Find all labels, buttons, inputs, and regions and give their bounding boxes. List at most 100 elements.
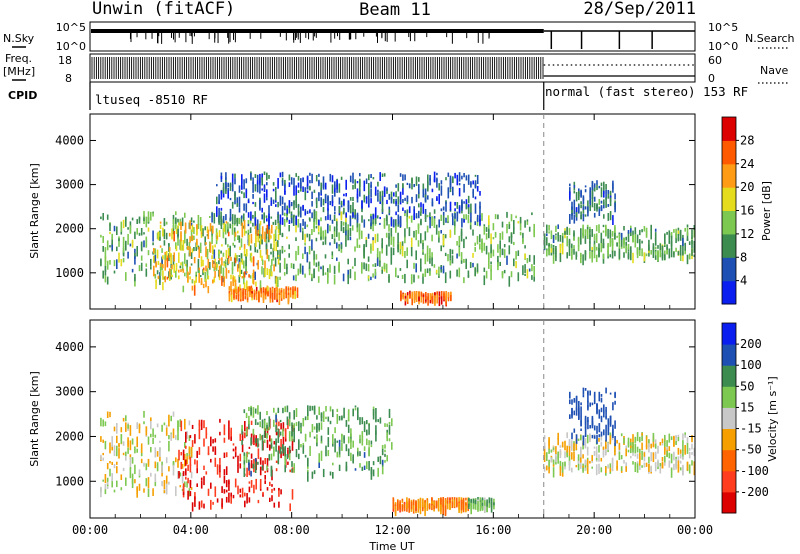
range-gate-cell — [675, 228, 677, 239]
range-gate-cell — [278, 294, 281, 305]
range-gate-cell — [533, 255, 535, 265]
range-gate-cell — [261, 434, 264, 442]
range-gate-cell — [308, 261, 311, 271]
range-gate-cell — [426, 252, 429, 262]
range-gate-cell — [543, 435, 546, 440]
range-gate-cell — [596, 425, 598, 434]
range-gate-cell — [175, 270, 177, 278]
range-gate-cell — [395, 225, 397, 233]
range-gate-cell — [315, 197, 318, 209]
range-gate-cell — [228, 420, 230, 431]
range-gate-cell — [241, 436, 244, 441]
range-gate-cell — [349, 204, 352, 214]
range-gate-cell — [354, 257, 356, 267]
range-gate-cell — [250, 233, 253, 244]
range-gate-cell — [399, 241, 402, 250]
freq-label-line1: Freq. — [5, 52, 32, 65]
range-gate-cell — [433, 209, 436, 214]
range-gate-cell — [152, 212, 154, 217]
range-gate-cell — [318, 406, 320, 416]
range-gate-cell — [188, 446, 191, 454]
range-gate-cell — [465, 501, 467, 513]
range-gate-cell — [334, 190, 336, 197]
range-gate-cell — [596, 434, 598, 444]
range-gate-cell — [147, 227, 150, 232]
range-gate-cell — [247, 200, 250, 204]
range-gate-cell — [243, 464, 246, 471]
range-gate-cell — [675, 441, 677, 445]
range-gate-cell — [548, 448, 550, 454]
range-gate-cell — [363, 428, 366, 433]
range-gate-cell — [368, 219, 370, 222]
range-gate-cell — [582, 394, 585, 398]
range-gate-cell — [399, 244, 402, 255]
range-gate-cell — [329, 242, 331, 246]
range-gate-cell — [476, 235, 479, 245]
power-ylabel: Slant Range [km] — [28, 163, 41, 259]
range-gate-cell — [189, 435, 192, 439]
range-gate-cell — [573, 214, 576, 224]
range-gate-cell — [332, 442, 334, 447]
range-gate-cell — [600, 397, 603, 403]
nave-label: Nave — [760, 64, 788, 77]
range-gate-cell — [654, 251, 657, 256]
range-gate-cell — [645, 230, 648, 238]
range-gate-cell — [587, 206, 589, 217]
range-gate-cell — [186, 431, 188, 439]
range-gate-cell — [582, 254, 584, 266]
range-gate-cell — [374, 234, 377, 244]
range-gate-cell — [274, 219, 277, 226]
range-gate-cell — [584, 464, 587, 471]
range-gate-cell — [134, 256, 136, 265]
range-gate-cell — [210, 436, 212, 447]
range-gate-cell — [248, 452, 250, 455]
range-gate-cell — [262, 491, 264, 495]
range-gate-cell — [693, 226, 696, 238]
range-gate-cell — [595, 225, 598, 232]
range-gate-cell — [311, 405, 314, 411]
range-gate-cell — [257, 438, 259, 448]
range-gate-cell — [264, 267, 266, 277]
range-gate-cell — [254, 174, 257, 178]
range-gate-cell — [442, 215, 445, 226]
range-gate-cell — [259, 183, 261, 194]
range-gate-cell — [593, 450, 596, 456]
range-gate-cell — [376, 247, 379, 257]
range-gate-cell — [236, 197, 239, 206]
range-gate-cell — [106, 214, 109, 220]
range-gate-cell — [273, 243, 275, 251]
range-gate-cell — [244, 492, 246, 497]
range-gate-cell — [386, 189, 388, 194]
range-gate-cell — [375, 412, 377, 421]
range-gate-cell — [363, 262, 365, 270]
range-gate-cell — [229, 223, 231, 229]
range-gate-cell — [550, 248, 553, 253]
range-gate-cell — [497, 244, 499, 253]
range-gate-cell — [548, 246, 550, 255]
range-gate-cell — [293, 214, 295, 218]
range-gate-cell — [134, 276, 136, 287]
range-gate-cell — [614, 232, 616, 240]
range-gate-cell — [125, 451, 127, 457]
range-gate-cell — [668, 446, 671, 452]
range-gate-cell — [406, 199, 409, 205]
range-gate-cell — [600, 205, 603, 212]
range-gate-cell — [517, 221, 520, 224]
range-gate-cell — [479, 499, 482, 503]
range-gate-cell — [230, 274, 232, 280]
range-gate-cell — [580, 253, 582, 264]
range-gate-cell — [650, 250, 652, 255]
range-gate-cell — [467, 204, 470, 208]
range-gate-cell — [584, 229, 587, 236]
range-gate-cell — [352, 172, 354, 184]
colorbar-tick-label: 20 — [740, 180, 754, 194]
range-gate-cell — [550, 230, 553, 240]
range-gate-cell — [557, 437, 559, 446]
range-gate-cell — [311, 212, 313, 219]
range-gate-cell — [607, 213, 610, 221]
range-gate-cell — [212, 245, 214, 255]
range-gate-cell — [177, 430, 179, 441]
range-gate-cell — [147, 488, 150, 497]
range-gate-cell — [390, 253, 393, 265]
range-gate-cell — [418, 203, 420, 208]
